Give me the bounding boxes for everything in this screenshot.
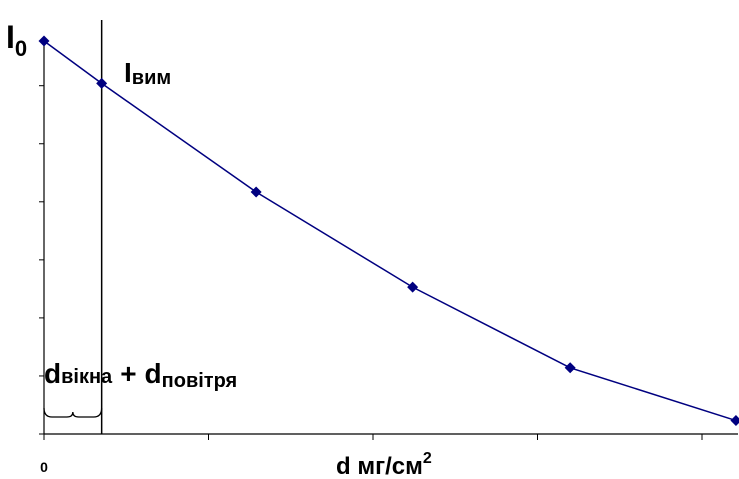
x-axis-label: d мг/см2 xyxy=(336,450,432,479)
x-tick-label-0: 0 xyxy=(40,459,48,475)
data-point xyxy=(564,362,576,374)
series-group xyxy=(38,35,739,427)
series-line xyxy=(43,40,737,422)
thickness-label: dвікна + dповітря xyxy=(44,358,237,392)
x-axis-label-sup: 2 xyxy=(423,450,432,467)
ivym-label: Iвим xyxy=(124,57,171,89)
axes xyxy=(39,40,738,440)
data-point xyxy=(38,35,50,47)
data-point xyxy=(730,415,739,427)
data-point xyxy=(96,77,108,89)
data-point xyxy=(407,281,419,293)
i0-label: I0 xyxy=(6,19,27,61)
thickness-brace xyxy=(43,407,103,418)
data-point xyxy=(250,186,262,198)
